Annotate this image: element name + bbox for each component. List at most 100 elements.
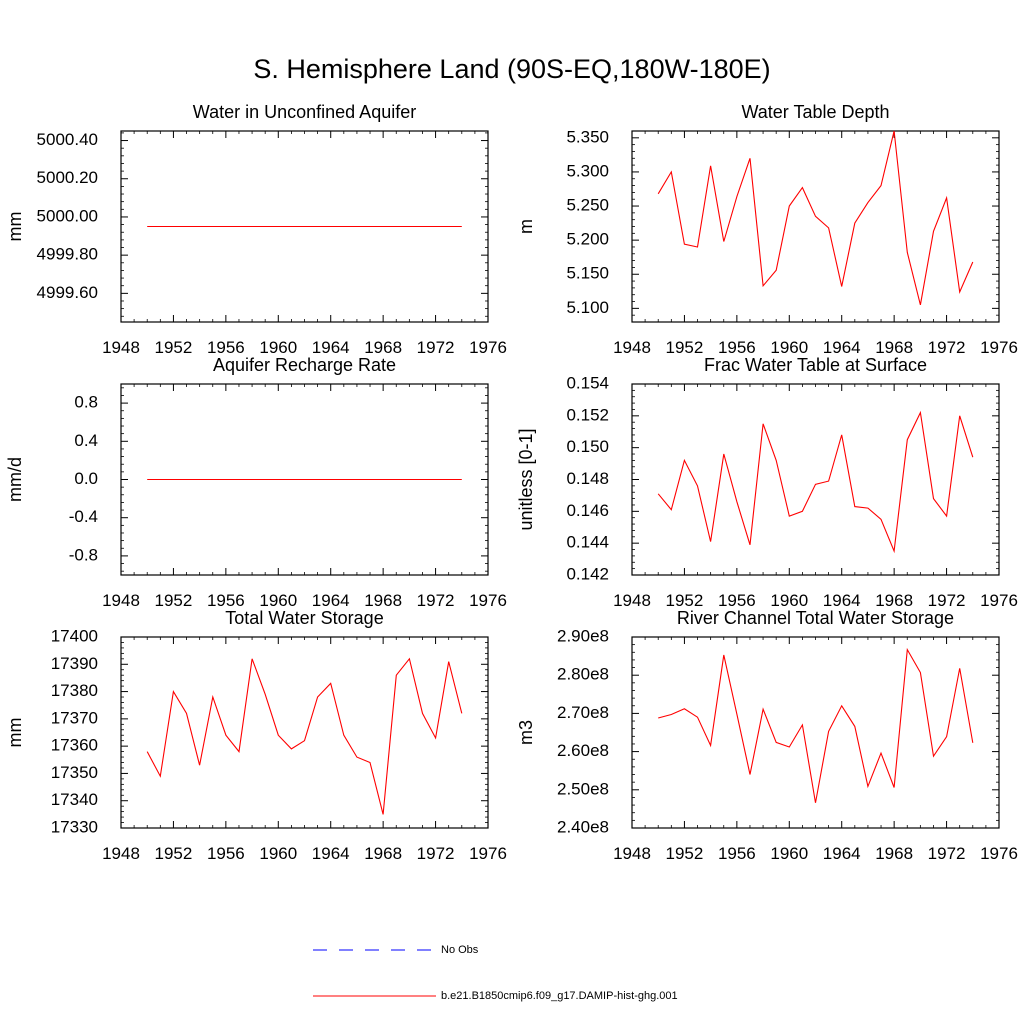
x-tick-label: 1956 bbox=[207, 338, 245, 357]
panel-title: Water Table Depth bbox=[741, 102, 889, 122]
y-tick-label: 5.200 bbox=[566, 230, 609, 249]
y-tick-label: 0.146 bbox=[566, 501, 609, 520]
y-tick-label: 4999.80 bbox=[37, 245, 98, 264]
y-tick-label: 2.50e8 bbox=[557, 779, 609, 798]
x-tick-label: 1964 bbox=[823, 591, 861, 610]
x-tick-label: 1976 bbox=[980, 338, 1018, 357]
x-tick-label: 1976 bbox=[980, 844, 1018, 863]
y-tick-label: 0.152 bbox=[566, 405, 609, 424]
chart-panel-4: Frac Water Table at Surface unitless [0-1… bbox=[516, 355, 1018, 610]
x-tick-label: 1968 bbox=[875, 844, 913, 863]
y-tick-label: 0.144 bbox=[566, 533, 609, 552]
chart-panel-6: River Channel Total Water Storage m3 1948 1… bbox=[516, 608, 1018, 863]
y-tick-label: 5000.00 bbox=[37, 206, 98, 225]
panels-group: Water in Unconfined Aquifer mm 1948 1952 195… bbox=[5, 102, 1018, 863]
y-tick-label: 0.4 bbox=[74, 431, 98, 450]
chart-panel-3: Aquifer Recharge Rate mm/d 1948 1952 1956 196… bbox=[5, 355, 507, 610]
x-tick-label: 1976 bbox=[980, 591, 1018, 610]
y-axis-label: m bbox=[516, 219, 536, 234]
panel-title: River Channel Total Water Storage bbox=[677, 608, 954, 628]
plot-frame bbox=[631, 636, 1000, 829]
y-tick-label: 0.142 bbox=[566, 564, 609, 583]
y-tick-label: 0.150 bbox=[566, 437, 609, 456]
x-tick-label: 1968 bbox=[364, 591, 402, 610]
x-tick-label: 1956 bbox=[718, 591, 756, 610]
x-tick-label: 1972 bbox=[417, 844, 455, 863]
y-tick-label: -0.8 bbox=[69, 545, 98, 564]
series-line-1 bbox=[658, 647, 974, 803]
y-tick-label: 17370 bbox=[51, 708, 98, 727]
x-tick-label: 1968 bbox=[875, 338, 913, 357]
x-tick-label: 1948 bbox=[102, 338, 140, 357]
series-line-1 bbox=[657, 410, 974, 554]
x-tick-label: 1948 bbox=[613, 591, 651, 610]
x-tick-label: 1964 bbox=[312, 844, 350, 863]
y-tick-label: 5.100 bbox=[566, 298, 609, 317]
y-tick-label: 0.154 bbox=[566, 373, 609, 392]
panel-title: Total Water Storage bbox=[225, 608, 383, 628]
x-tick-label: 1948 bbox=[102, 591, 140, 610]
panel-title: Water in Unconfined Aquifer bbox=[193, 102, 416, 122]
y-tick-label: 4999.60 bbox=[37, 283, 98, 302]
x-tick-label: 1964 bbox=[312, 338, 350, 357]
x-tick-label: 1960 bbox=[259, 591, 297, 610]
y-tick-label: 17360 bbox=[51, 736, 98, 755]
y-tick-label: 2.80e8 bbox=[557, 665, 609, 684]
y-axis-label: mm/d bbox=[5, 457, 25, 502]
x-tick-label: 1972 bbox=[928, 338, 966, 357]
x-tick-label: 1964 bbox=[823, 338, 861, 357]
y-tick-label: 17390 bbox=[51, 654, 98, 673]
y-tick-label: 5.250 bbox=[566, 196, 609, 215]
y-tick-label: 5000.20 bbox=[37, 168, 98, 187]
x-tick-label: 1972 bbox=[928, 591, 966, 610]
y-tick-label: 5.350 bbox=[566, 127, 609, 146]
x-tick-label: 1952 bbox=[155, 338, 193, 357]
x-tick-label: 1968 bbox=[364, 338, 402, 357]
x-tick-label: 1956 bbox=[207, 844, 245, 863]
series-line-1 bbox=[657, 130, 974, 306]
y-tick-label: -0.4 bbox=[69, 507, 98, 526]
x-tick-label: 1972 bbox=[417, 338, 455, 357]
y-tick-label: 5.300 bbox=[566, 161, 609, 180]
plot-frame bbox=[631, 130, 1000, 323]
x-tick-label: 1960 bbox=[770, 591, 808, 610]
x-tick-label: 1952 bbox=[666, 338, 704, 357]
x-tick-label: 1948 bbox=[613, 338, 651, 357]
x-tick-label: 1960 bbox=[259, 844, 297, 863]
y-tick-label: 2.40e8 bbox=[557, 817, 609, 836]
x-tick-label: 1952 bbox=[155, 591, 193, 610]
y-axis-label: mm bbox=[5, 212, 25, 242]
x-tick-label: 1968 bbox=[875, 591, 913, 610]
x-tick-label: 1952 bbox=[666, 591, 704, 610]
x-tick-label: 1960 bbox=[259, 338, 297, 357]
x-tick-label: 1976 bbox=[469, 338, 507, 357]
y-tick-label: 17380 bbox=[51, 681, 98, 700]
y-tick-label: 0.148 bbox=[566, 469, 609, 488]
series-line-1 bbox=[146, 657, 463, 815]
chart-panel-1: Water in Unconfined Aquifer mm 1948 1952 195… bbox=[5, 102, 507, 357]
chart-panel-2: Water Table Depth m 1948 1952 1956 1960 1964 19… bbox=[516, 102, 1018, 357]
legend-label-2: b.e21.B1850cmip6.f09_g17.DAMIP-hist-ghg.… bbox=[441, 990, 678, 1002]
y-axis-label: m3 bbox=[516, 720, 536, 745]
y-tick-label: 17330 bbox=[51, 817, 98, 836]
x-tick-label: 1968 bbox=[364, 844, 402, 863]
x-tick-label: 1964 bbox=[312, 591, 350, 610]
x-tick-label: 1952 bbox=[666, 844, 704, 863]
figure-title: S. Hemisphere Land (90S-EQ,180W-180E) bbox=[253, 54, 771, 84]
y-tick-label: 2.90e8 bbox=[557, 626, 609, 645]
y-axis-label: mm bbox=[5, 718, 25, 748]
y-axis-label: unitless [0-1] bbox=[516, 428, 536, 530]
panel-title: Frac Water Table at Surface bbox=[704, 355, 927, 375]
x-tick-label: 1956 bbox=[718, 338, 756, 357]
y-tick-label: 2.70e8 bbox=[557, 703, 609, 722]
y-tick-label: 17340 bbox=[51, 790, 98, 809]
legend-label-1: No Obs bbox=[441, 944, 479, 956]
x-tick-label: 1960 bbox=[770, 338, 808, 357]
plot-frame bbox=[631, 383, 1000, 576]
legend: No Obs b.e21.B1850cmip6.f09_g17.DAMIP-his… bbox=[313, 944, 678, 1002]
x-tick-label: 1972 bbox=[417, 591, 455, 610]
x-tick-label: 1976 bbox=[469, 844, 507, 863]
chart-panel-5: Total Water Storage mm 1948 1952 1956 1960 196… bbox=[5, 608, 507, 863]
y-tick-label: 17350 bbox=[51, 763, 98, 782]
